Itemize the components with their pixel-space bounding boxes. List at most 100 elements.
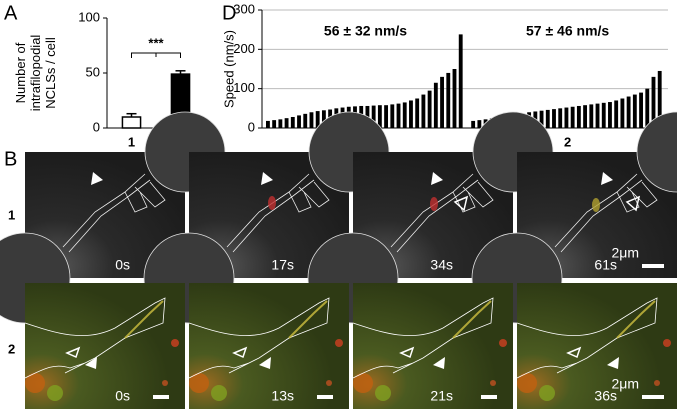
timestamp: 36s (594, 388, 617, 404)
scale-bar (317, 395, 333, 399)
spot (162, 380, 168, 386)
image-panel: 17s (143, 111, 390, 324)
bar (303, 113, 308, 128)
filopodium-signal (288, 300, 328, 339)
bar (601, 102, 606, 128)
bar (421, 94, 426, 128)
bar (297, 115, 301, 128)
arrowhead (91, 172, 103, 185)
y-tick-label: 300 (233, 1, 255, 16)
arrowhead (601, 172, 613, 185)
bar (427, 90, 432, 128)
arrowhead-open (399, 346, 415, 359)
annotation: 56 ± 32 nm/s (324, 23, 407, 39)
bar (284, 118, 289, 128)
annotation: *** (148, 35, 164, 50)
bar (564, 107, 569, 128)
bar (266, 120, 270, 128)
bar (433, 82, 438, 128)
spot (189, 373, 209, 393)
spot (47, 385, 63, 401)
y-axis-label-line: Number of (13, 42, 28, 103)
bar (446, 72, 451, 128)
arrowhead-open (453, 195, 469, 212)
spot (517, 373, 537, 393)
bar (589, 104, 594, 128)
bar (545, 109, 550, 128)
spot (539, 385, 555, 401)
bar (539, 110, 544, 128)
annotation: 57 ± 46 nm/s (526, 23, 609, 39)
bar (315, 111, 320, 128)
y-tick-label: 100 (78, 9, 100, 24)
spot (490, 380, 496, 386)
spot (353, 373, 373, 393)
bar (620, 98, 625, 128)
timestamp: 13s (271, 388, 294, 404)
bar (558, 108, 563, 128)
y-axis-label-line: NCLSs / cell (43, 37, 58, 109)
y-tick-label: 50 (86, 64, 100, 79)
bar (309, 112, 314, 128)
bar (477, 120, 482, 128)
bar (570, 106, 575, 128)
spot (211, 385, 227, 401)
particle-signal (430, 197, 438, 211)
spot (25, 373, 45, 393)
bar (321, 110, 326, 128)
arrowhead (261, 172, 273, 185)
y-tick-label: 200 (233, 41, 255, 56)
scale-bar (642, 395, 664, 399)
timestamp: 21s (430, 388, 453, 404)
bar (632, 94, 637, 128)
image-panel: 0s (24, 283, 185, 409)
scale-bar-label: 2μm (611, 376, 639, 392)
bar (626, 96, 631, 128)
cell-outline (516, 297, 658, 379)
panel-label: D (222, 2, 236, 24)
bar (458, 34, 463, 128)
cell-outline (24, 297, 166, 379)
bar (278, 119, 283, 128)
y-tick-label: 100 (233, 80, 255, 95)
scale-bar (642, 264, 664, 268)
bar (377, 105, 382, 128)
timestamp: 61s (594, 257, 617, 273)
bar (645, 88, 650, 128)
timestamp: 0s (115, 388, 130, 404)
cell-outline (62, 173, 166, 253)
bar (614, 100, 619, 128)
bar (371, 105, 376, 128)
scale-bar (481, 395, 497, 399)
cell-body (636, 111, 677, 193)
bar (409, 100, 413, 128)
spot (375, 385, 391, 401)
spot (171, 339, 179, 347)
bar (396, 103, 401, 128)
row-label: 1 (8, 207, 15, 222)
arrowhead (259, 357, 271, 369)
particle-signal (268, 196, 276, 210)
bar (402, 102, 407, 128)
y-tick-label: 0 (248, 119, 255, 134)
bar (608, 102, 612, 128)
x-tick-label: 1 (128, 134, 135, 149)
cell-outline (390, 173, 494, 253)
timestamp: 17s (271, 257, 294, 273)
significance-bracket (131, 52, 181, 58)
bar (583, 105, 588, 128)
bar (290, 116, 295, 128)
arrowhead (607, 357, 619, 369)
spot (326, 380, 332, 386)
y-axis-label: Number ofintrafilopodialNCLSs / cell (13, 35, 58, 112)
arrowhead-open (566, 346, 582, 359)
arrowhead (431, 172, 443, 185)
timestamp: 34s (430, 257, 453, 273)
spot (335, 339, 343, 347)
bar (440, 76, 444, 128)
cell-outline (188, 297, 330, 379)
bar (452, 69, 457, 128)
scale-bar-label: 2μm (611, 245, 639, 261)
y-axis-label-line: intrafilopodial (28, 35, 43, 112)
